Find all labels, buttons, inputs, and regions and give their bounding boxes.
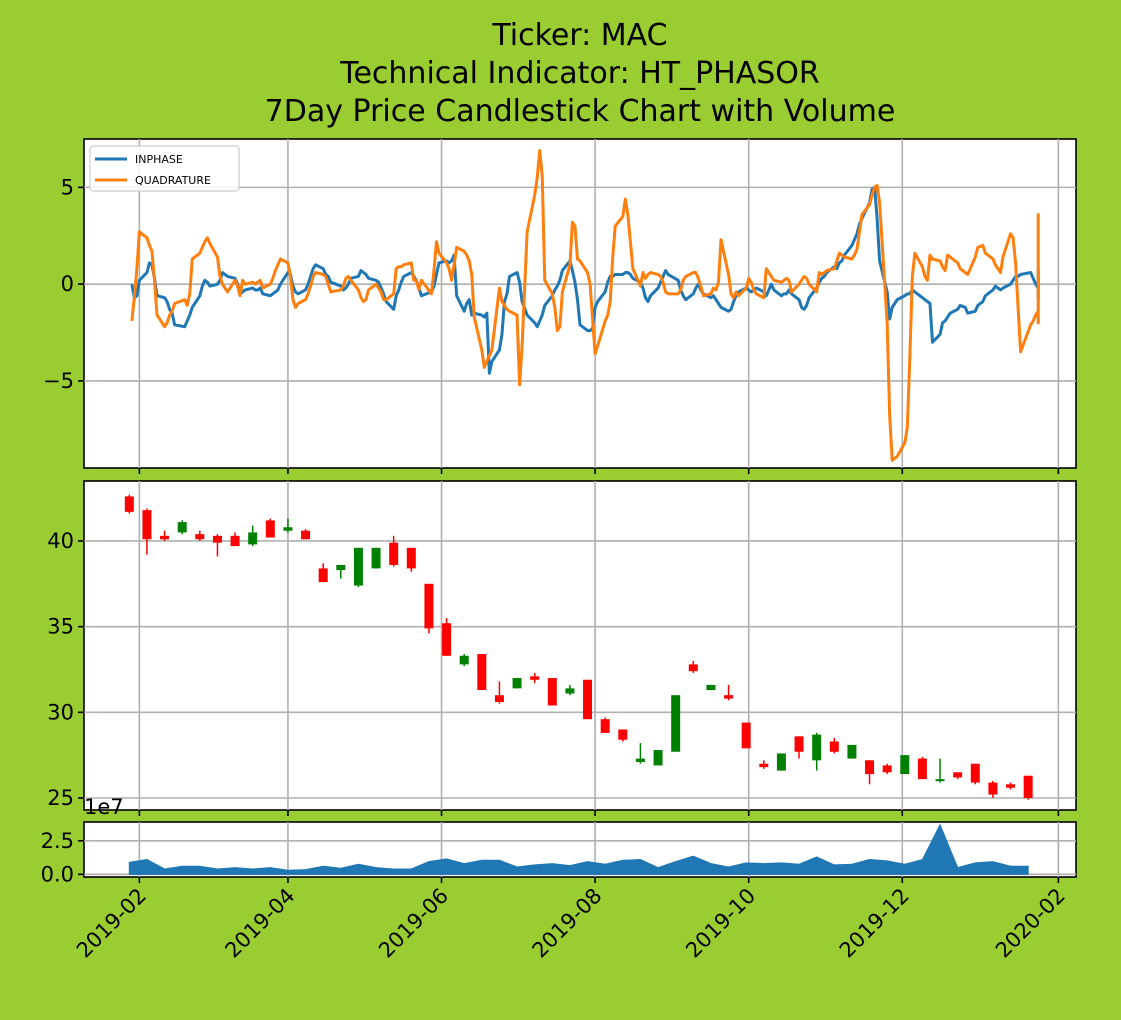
candle-body xyxy=(812,734,822,761)
candle-body xyxy=(212,535,222,543)
candle-body xyxy=(794,736,804,752)
indicator-y-ticks: 5 0 −5 xyxy=(43,175,84,393)
candle-body xyxy=(583,679,593,720)
candle-body xyxy=(318,568,328,583)
candle-body xyxy=(512,678,522,689)
candle-body xyxy=(442,623,452,656)
candle-body xyxy=(565,688,575,694)
candle-body xyxy=(265,520,275,538)
candle-body xyxy=(882,765,892,773)
candle-body xyxy=(635,758,645,763)
volume-panel: 2.50.0 1e7 xyxy=(41,795,1077,886)
candle-body xyxy=(970,763,980,783)
volume-ytick-label: 0.0 xyxy=(41,862,74,886)
candle-body xyxy=(124,496,134,512)
candle-body xyxy=(865,760,875,775)
candle-body xyxy=(530,676,540,680)
candle-body xyxy=(847,744,857,759)
price-y-ticks: 40 35 30 25 xyxy=(47,529,84,810)
candle-body xyxy=(195,534,205,540)
candle-body xyxy=(953,772,963,778)
candle-body xyxy=(424,583,434,629)
volume-ytick-label: 2.5 xyxy=(41,829,74,853)
candle-body xyxy=(706,684,716,691)
candle-body xyxy=(776,753,786,771)
candle-body xyxy=(353,547,363,586)
title-line-2: Technical Indicator: HT_PHASOR xyxy=(339,56,820,91)
price-ytick-label: 30 xyxy=(47,700,74,724)
title-line-3: 7Day Price Candlestick Chart with Volume xyxy=(265,94,896,129)
candlesticks xyxy=(124,494,1033,800)
volume-offset-label: 1e7 xyxy=(84,795,124,819)
candle-body xyxy=(671,695,681,752)
legend-box xyxy=(89,145,240,192)
candle-body xyxy=(230,535,240,547)
candle-body xyxy=(336,564,346,571)
price-panel: 40 35 30 25 xyxy=(47,480,1077,816)
candle-body xyxy=(653,750,663,766)
price-ytick-label: 25 xyxy=(47,786,74,810)
title-line-1: Ticker: MAC xyxy=(491,18,667,53)
candle-body xyxy=(283,527,293,531)
candle-body xyxy=(688,664,698,672)
candle-body xyxy=(988,782,998,795)
candle-body xyxy=(829,741,839,752)
price-frame xyxy=(83,480,1077,811)
legend-label-inphase: INPHASE xyxy=(135,153,183,166)
candle-body xyxy=(371,547,381,569)
candle-body xyxy=(1023,775,1033,799)
candle-body xyxy=(160,535,170,540)
candle-body xyxy=(477,654,487,691)
candle-body xyxy=(459,655,469,665)
legend-label-quadrature: QUADRATURE xyxy=(135,174,211,187)
candle-body xyxy=(935,779,945,782)
candle-body xyxy=(724,695,734,699)
candle-body xyxy=(301,530,311,540)
indicator-ytick-label: 0 xyxy=(61,272,74,296)
candle-body xyxy=(618,729,628,740)
candle-body xyxy=(600,719,610,733)
candle-body xyxy=(142,510,152,540)
indicator-lines xyxy=(130,149,1040,462)
candle-body xyxy=(917,758,927,780)
candle-body xyxy=(389,542,399,565)
indicator-ytick-label: −5 xyxy=(43,369,74,393)
candle-body xyxy=(1006,784,1016,788)
indicator-panel: 5 0 −5 INPHASE QUADRATURE xyxy=(43,138,1077,474)
candle-body xyxy=(900,755,910,775)
candle-body xyxy=(547,678,557,706)
price-grid xyxy=(84,481,1076,816)
price-ytick-label: 35 xyxy=(47,615,74,639)
candle-body xyxy=(177,522,187,533)
volume-area xyxy=(128,823,1029,875)
candle-body xyxy=(759,763,769,768)
candle-body xyxy=(741,722,751,749)
volume-y-ticks: 2.50.0 xyxy=(41,829,84,886)
candle-body xyxy=(406,547,416,569)
series-line-quadrature xyxy=(130,149,1040,462)
candle-body xyxy=(494,695,504,703)
volume-area-group xyxy=(128,823,1029,875)
legend: INPHASE QUADRATURE xyxy=(89,145,240,192)
price-ytick-label: 40 xyxy=(47,529,74,553)
indicator-ytick-label: 5 xyxy=(61,175,74,199)
candle-body xyxy=(248,532,258,545)
